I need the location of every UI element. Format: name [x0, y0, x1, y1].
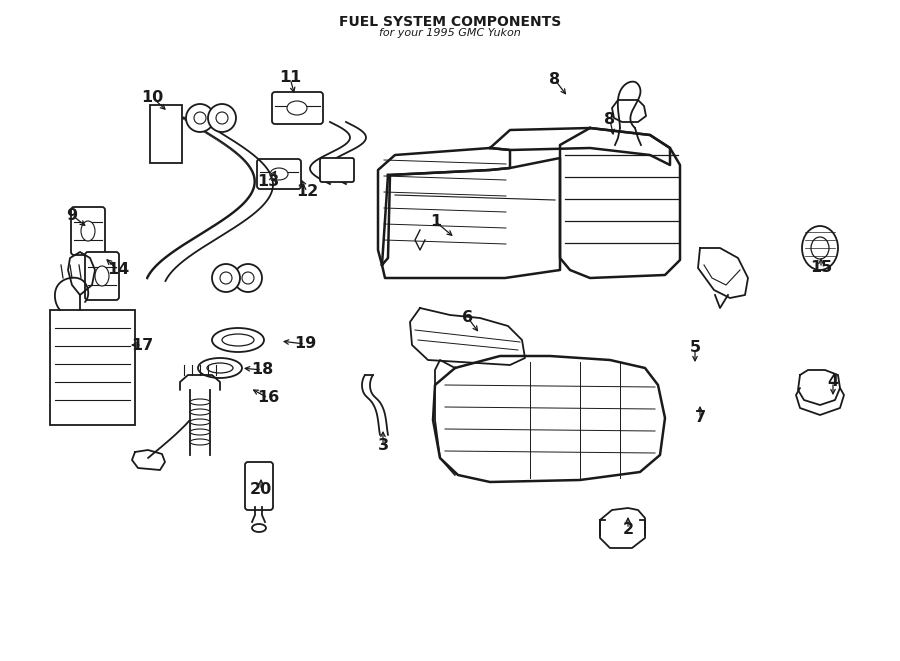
Ellipse shape — [198, 358, 242, 378]
Text: 14: 14 — [107, 262, 129, 278]
Text: 16: 16 — [256, 391, 279, 405]
FancyBboxPatch shape — [85, 252, 119, 300]
Text: 7: 7 — [695, 410, 706, 426]
Text: 8: 8 — [549, 73, 561, 87]
Ellipse shape — [287, 101, 307, 115]
Polygon shape — [798, 370, 840, 405]
FancyBboxPatch shape — [71, 207, 105, 255]
FancyBboxPatch shape — [272, 92, 323, 124]
Text: 2: 2 — [623, 522, 634, 537]
Ellipse shape — [95, 266, 109, 286]
Text: 10: 10 — [141, 89, 163, 104]
Circle shape — [242, 272, 254, 284]
Text: 9: 9 — [67, 208, 77, 223]
Polygon shape — [490, 128, 670, 165]
Text: 4: 4 — [827, 375, 839, 389]
Ellipse shape — [190, 399, 210, 405]
Text: 13: 13 — [256, 175, 279, 190]
Text: for your 1995 GMC Yukon: for your 1995 GMC Yukon — [379, 28, 521, 38]
Polygon shape — [382, 158, 560, 278]
Text: 1: 1 — [430, 215, 442, 229]
FancyBboxPatch shape — [257, 159, 301, 189]
Ellipse shape — [270, 168, 288, 180]
Ellipse shape — [190, 409, 210, 415]
Ellipse shape — [81, 221, 95, 241]
Text: 5: 5 — [689, 340, 700, 356]
Ellipse shape — [207, 363, 233, 373]
Text: 18: 18 — [251, 362, 273, 377]
Ellipse shape — [212, 328, 264, 352]
Text: 15: 15 — [810, 260, 832, 276]
Polygon shape — [132, 450, 165, 470]
Ellipse shape — [222, 334, 254, 346]
FancyBboxPatch shape — [320, 158, 354, 182]
Polygon shape — [410, 308, 525, 365]
Polygon shape — [560, 128, 680, 278]
FancyBboxPatch shape — [245, 462, 273, 510]
Ellipse shape — [190, 439, 210, 445]
Circle shape — [212, 264, 240, 292]
Circle shape — [186, 104, 214, 132]
Circle shape — [194, 112, 206, 124]
Circle shape — [220, 272, 232, 284]
Polygon shape — [600, 508, 645, 548]
Circle shape — [234, 264, 262, 292]
Ellipse shape — [190, 419, 210, 425]
Text: 6: 6 — [463, 311, 473, 325]
Text: FUEL SYSTEM COMPONENTS: FUEL SYSTEM COMPONENTS — [339, 15, 561, 29]
Circle shape — [216, 112, 228, 124]
Text: 17: 17 — [130, 338, 153, 352]
Bar — [150, 105, 182, 163]
Bar — [50, 310, 135, 425]
Polygon shape — [698, 248, 748, 298]
Polygon shape — [378, 148, 510, 265]
Ellipse shape — [802, 226, 838, 270]
Ellipse shape — [190, 429, 210, 435]
Text: 20: 20 — [250, 483, 272, 498]
Ellipse shape — [811, 237, 829, 259]
Polygon shape — [612, 100, 646, 122]
Text: 3: 3 — [377, 438, 389, 453]
Text: 19: 19 — [294, 336, 316, 352]
Ellipse shape — [252, 524, 266, 532]
Polygon shape — [433, 356, 665, 482]
Circle shape — [208, 104, 236, 132]
Text: 11: 11 — [279, 71, 302, 85]
Text: 8: 8 — [605, 112, 616, 128]
Text: 12: 12 — [296, 184, 318, 200]
